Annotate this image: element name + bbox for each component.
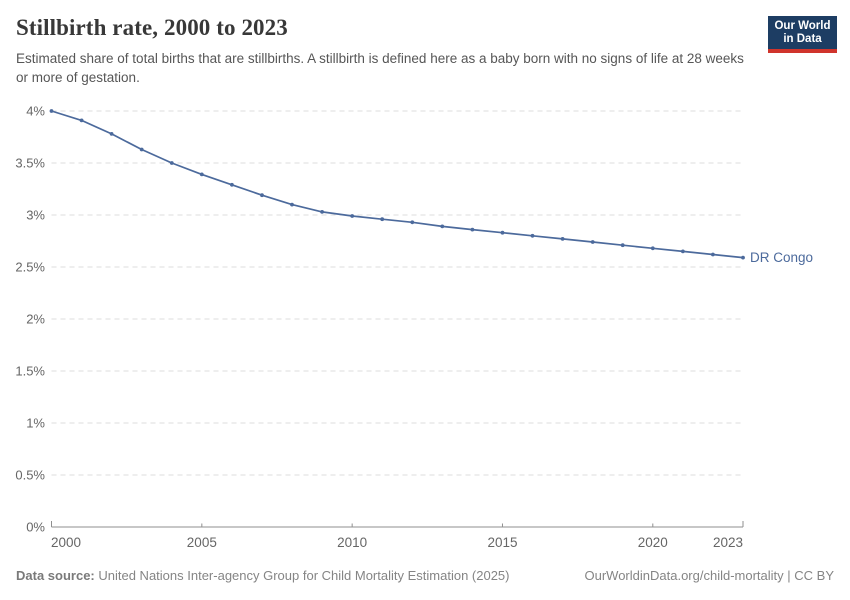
data-point-marker[interactable] <box>681 249 685 254</box>
x-axis-tick-label: 2010 <box>337 535 367 550</box>
data-series-dr-congo[interactable]: DR Congo <box>49 109 813 265</box>
data-point-marker[interactable] <box>410 220 415 225</box>
y-axis-tick-label: 2% <box>26 312 45 327</box>
page-title: Stillbirth rate, 2000 to 2023 <box>16 15 288 40</box>
data-point-marker[interactable] <box>440 224 445 229</box>
data-point-marker[interactable] <box>79 118 84 123</box>
data-point-marker[interactable] <box>620 243 625 248</box>
data-point-marker[interactable] <box>109 132 114 136</box>
chart-subtitle: Estimated share of total births that are… <box>16 51 744 85</box>
data-point-marker[interactable] <box>169 161 174 165</box>
data-point-marker[interactable] <box>320 210 324 214</box>
data-point-marker[interactable] <box>49 109 54 113</box>
data-point-marker[interactable] <box>560 237 565 241</box>
data-source-text: United Nations Inter-agency Group for Ch… <box>94 568 510 583</box>
data-point-marker[interactable] <box>650 246 655 251</box>
x-axis-tick-label: 2020 <box>638 535 668 550</box>
owid-logo-line1: Our World <box>774 20 831 32</box>
data-series-line[interactable] <box>50 110 744 259</box>
data-point-marker[interactable] <box>590 240 595 244</box>
series-end-label[interactable]: DR Congo <box>750 250 813 265</box>
chart-footer: Data source: United Nations Inter-agency… <box>16 567 834 584</box>
y-axis-tick-label: 3% <box>26 208 45 223</box>
y-axis-tick-label: 1.5% <box>15 364 45 379</box>
data-point-marker[interactable] <box>260 193 264 198</box>
data-point-marker[interactable] <box>290 202 294 207</box>
data-point-marker[interactable] <box>139 147 144 152</box>
y-axis-tick-label: 1% <box>26 416 45 431</box>
owid-cc-link[interactable]: OurWorldinData.org/child-mortality | CC … <box>584 568 835 583</box>
y-axis-tick-label: 2.5% <box>15 260 45 275</box>
data-point-marker[interactable] <box>741 255 745 260</box>
data-source-note: Data source: United Nations Inter-agency… <box>16 567 510 584</box>
y-axis-tick-label: 3.5% <box>15 156 45 171</box>
data-point-marker[interactable] <box>530 233 535 238</box>
data-source-label: Data source: <box>16 568 95 583</box>
x-axis-tick-label: 2023 <box>713 535 743 550</box>
y-axis-tick-label: 4% <box>26 104 45 119</box>
y-axis-tick-label: 0.5% <box>15 468 45 483</box>
x-axis-tick-label: 2005 <box>187 535 217 550</box>
data-point-marker[interactable] <box>230 182 234 187</box>
owid-logo[interactable]: Our World in Data <box>768 16 837 53</box>
data-point-marker[interactable] <box>500 230 505 235</box>
x-axis-tick-label: 2000 <box>51 535 81 550</box>
data-point-marker[interactable] <box>470 227 475 232</box>
data-point-marker[interactable] <box>380 217 385 222</box>
y-axis-tick-label: 0% <box>26 520 45 535</box>
chart-header: Stillbirth rate, 2000 to 2023 Estimated … <box>16 14 834 87</box>
x-axis-tick-label: 2015 <box>487 535 517 550</box>
data-point-marker[interactable] <box>711 252 715 257</box>
data-point-marker[interactable] <box>350 214 355 218</box>
owid-logo-line2: in Data <box>783 33 822 45</box>
data-point-marker[interactable] <box>199 172 204 177</box>
